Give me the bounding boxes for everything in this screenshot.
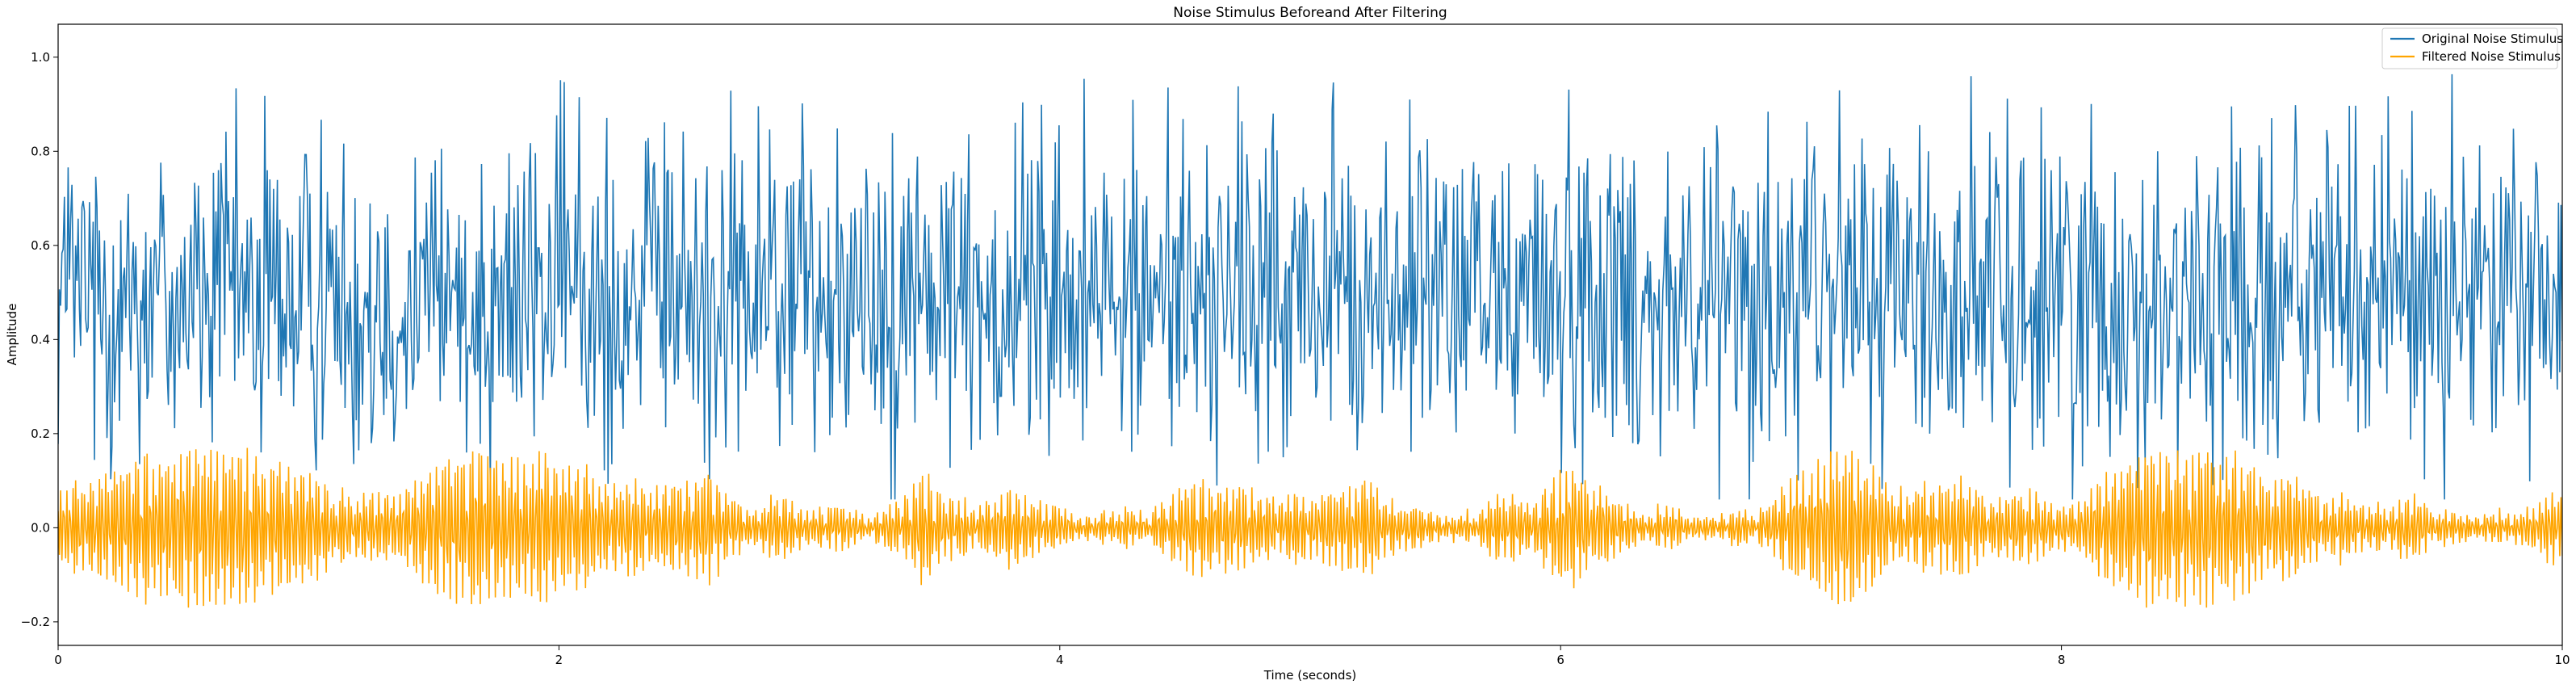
x-axis: 0 2 4 6 8 10 [54, 645, 2570, 667]
plot-frame [57, 23, 2563, 646]
y-tick-label: 0.6 [31, 238, 50, 253]
legend-box [2381, 27, 2558, 69]
series-line-filtered-noise [58, 447, 2562, 608]
series-line-original-noise [58, 74, 2562, 500]
x-tick-label: 10 [2554, 653, 2570, 667]
y-axis: −0.2 0.0 0.2 0.4 0.6 0.8 1.0 [21, 50, 58, 629]
legend-label-filtered: Filtered Noise Stimulus [2422, 49, 2561, 64]
legend-label-original: Original Noise Stimulus [2422, 32, 2563, 46]
x-tick-label: 0 [54, 653, 62, 667]
x-tick-label: 2 [555, 653, 563, 667]
y-tick-label: 0.8 [31, 144, 50, 158]
y-tick-label: 0.0 [31, 520, 50, 535]
x-tick-label: 8 [2058, 653, 2066, 667]
y-tick-label: 0.4 [31, 332, 50, 347]
x-tick-label: 6 [1556, 653, 1564, 667]
chart-title: Noise Stimulus Beforeand After Filtering [1173, 5, 1447, 21]
y-tick-label: −0.2 [21, 615, 50, 629]
legend: Original Noise Stimulus Filtered Noise S… [2381, 27, 2563, 69]
x-tick-label: 4 [1056, 653, 1064, 667]
y-tick-label: 1.0 [31, 50, 50, 65]
x-axis-title: Time (seconds) [1263, 668, 1357, 683]
y-axis-title: Amplitude [5, 304, 19, 366]
y-tick-label: 0.2 [31, 426, 50, 441]
